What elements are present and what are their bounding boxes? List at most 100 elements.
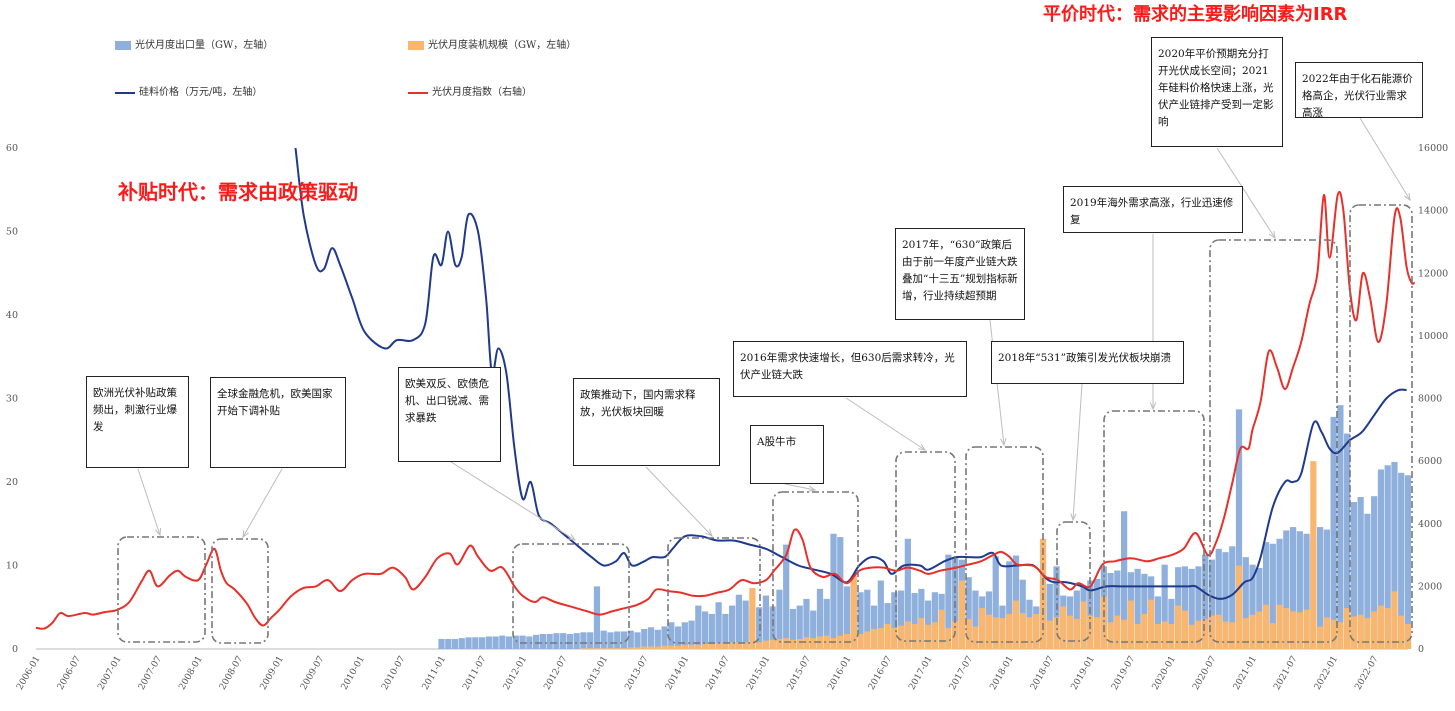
install-bar — [1249, 614, 1256, 649]
export-bar — [478, 637, 486, 649]
export-bar — [539, 633, 546, 649]
x-axis-tick-label: 2020-07 — [1191, 654, 1218, 692]
export-bar — [1377, 469, 1385, 649]
install-bar — [1384, 608, 1391, 649]
export-bar — [1161, 564, 1168, 649]
export-bar — [789, 608, 797, 649]
export-bar — [695, 605, 702, 649]
export-bar — [465, 637, 472, 649]
export-bar — [1107, 573, 1114, 649]
install-bar — [614, 648, 621, 649]
install-bar — [1107, 622, 1114, 649]
right-axis-tick-label: 2000 — [1418, 581, 1442, 592]
x-axis-tick-label: 2009-07 — [299, 654, 326, 692]
install-bar — [857, 633, 864, 649]
export-bar — [580, 632, 587, 649]
export-bar — [1404, 475, 1412, 649]
legend-index: 光伏月度指数（右轴） — [408, 83, 532, 98]
export-bar — [864, 589, 871, 649]
export-bar — [674, 626, 682, 649]
export-bar — [891, 592, 898, 649]
export-bar — [701, 611, 709, 649]
export-bar — [620, 631, 628, 649]
install-bar — [1154, 623, 1162, 649]
install-bar — [1235, 565, 1243, 649]
annotation-connector — [242, 468, 283, 538]
annotation-arrowhead — [1070, 513, 1077, 522]
install-bar — [1046, 620, 1053, 649]
export-bar — [512, 635, 519, 649]
install-bar — [1256, 611, 1263, 649]
export-bar — [614, 631, 621, 649]
legend-install: 光伏月度装机规模（GW，左轴） — [408, 36, 576, 51]
install-bar — [661, 645, 668, 649]
legend-label-index: 光伏月度指数（右轴） — [432, 87, 532, 98]
install-bar — [668, 645, 675, 649]
install-bar — [701, 643, 709, 649]
x-axis-tick-label: 2017-07 — [948, 654, 975, 692]
install-bar — [1262, 604, 1270, 649]
right-axis-tick-label: 4000 — [1418, 519, 1442, 530]
export-bar — [742, 600, 749, 649]
export-bar — [810, 610, 817, 649]
export-bar — [783, 544, 790, 649]
export-bar — [1208, 559, 1216, 649]
export-bar — [573, 633, 580, 649]
x-axis-tick-label: 2008-07 — [218, 654, 245, 692]
export-bar — [965, 577, 972, 649]
x-axis-tick-label: 2006-07 — [56, 654, 83, 692]
annotation-arrowhead — [1404, 193, 1411, 202]
export-bar — [1114, 570, 1121, 649]
export-bar — [1249, 564, 1256, 649]
install-bar — [1181, 610, 1189, 649]
export-bar — [1350, 502, 1358, 649]
install-bar — [931, 622, 938, 649]
install-bar — [999, 618, 1006, 649]
export-bar — [1256, 568, 1263, 649]
install-bar — [620, 648, 628, 649]
install-bar — [789, 639, 797, 649]
annotation-connector — [450, 461, 576, 541]
highlight-region — [1209, 239, 1338, 643]
export-bar — [1222, 552, 1229, 649]
export-bar — [722, 613, 729, 649]
x-axis-tick-label: 2007-01 — [96, 655, 123, 692]
install-bar — [1330, 619, 1337, 649]
legend-export: 光伏月度出口量（GW，左轴） — [115, 36, 273, 51]
export-bar — [445, 638, 452, 649]
annotation-arrowhead — [568, 533, 577, 541]
right-axis-tick-label: 8000 — [1418, 394, 1442, 405]
install-bar — [1168, 623, 1175, 649]
highlight-region — [772, 491, 859, 643]
install-bar — [1222, 621, 1229, 649]
install-bar — [1148, 599, 1155, 649]
install-bar — [769, 639, 776, 649]
export-bar — [796, 605, 803, 649]
export-bar — [1269, 543, 1276, 649]
install-bar — [1121, 619, 1128, 649]
install-bar — [823, 635, 830, 649]
install-bar — [1337, 622, 1344, 649]
export-bar — [1134, 568, 1141, 649]
install-bar — [735, 642, 742, 649]
export-bar — [505, 636, 513, 649]
export-bar — [735, 594, 742, 649]
export-bar — [1283, 530, 1290, 649]
annotation-box: 2016年需求快速增长，但630后需求转冷，光伏产业链大跌 — [733, 341, 967, 397]
install-bar — [708, 643, 715, 649]
export-bar — [485, 636, 492, 649]
install-bar — [1188, 624, 1195, 649]
install-bar — [654, 646, 661, 649]
legend-swatch-polysilicon — [115, 91, 135, 94]
install-bar — [1033, 613, 1040, 649]
export-bar — [823, 598, 830, 649]
install-bar — [958, 580, 966, 649]
install-bar — [1269, 623, 1276, 649]
export-bar — [904, 538, 911, 649]
install-bar — [864, 631, 871, 649]
export-bar — [992, 556, 999, 649]
right-axis-tick-label: 12000 — [1418, 268, 1448, 279]
install-bar — [911, 623, 918, 649]
install-bar — [985, 614, 993, 649]
export-bar — [769, 606, 776, 649]
